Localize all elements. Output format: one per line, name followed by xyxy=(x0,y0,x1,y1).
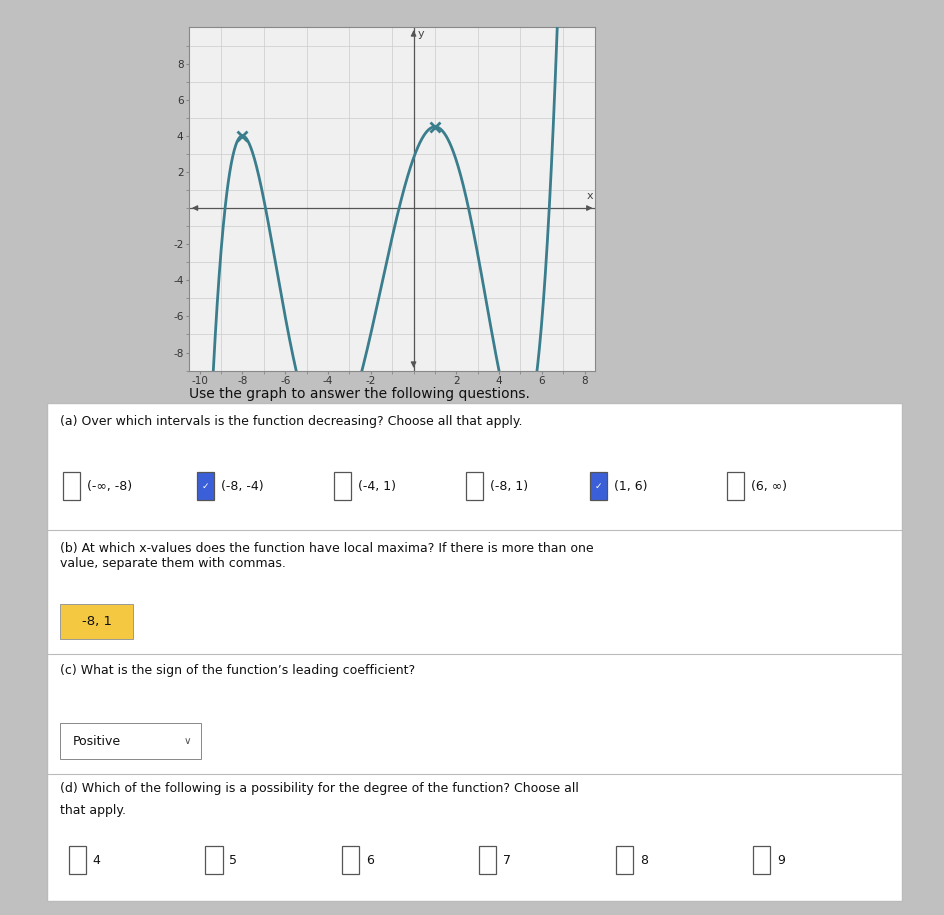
Text: 6: 6 xyxy=(366,854,374,867)
Text: that apply.: that apply. xyxy=(60,804,126,817)
FancyBboxPatch shape xyxy=(60,604,132,640)
Bar xyxy=(752,846,769,874)
Text: (6, ∞): (6, ∞) xyxy=(750,479,786,492)
Text: 5: 5 xyxy=(229,854,237,867)
Text: (b) At which x-values does the function have local maxima? If there is more than: (b) At which x-values does the function … xyxy=(60,543,593,570)
Bar xyxy=(465,472,483,500)
Bar xyxy=(615,846,632,874)
Text: (-4, 1): (-4, 1) xyxy=(358,479,396,492)
Text: x: x xyxy=(586,191,593,200)
FancyBboxPatch shape xyxy=(60,723,201,759)
Text: (1, 6): (1, 6) xyxy=(614,479,647,492)
Bar xyxy=(62,472,79,500)
Text: ✓: ✓ xyxy=(595,481,602,490)
Text: (c) What is the sign of the function’s leading coefficient?: (c) What is the sign of the function’s l… xyxy=(60,664,414,677)
Text: Positive: Positive xyxy=(73,735,121,748)
Bar xyxy=(726,472,744,500)
Text: y: y xyxy=(417,29,424,39)
Text: 4: 4 xyxy=(93,854,100,867)
Bar xyxy=(479,846,496,874)
Text: ∨: ∨ xyxy=(183,737,191,747)
Bar xyxy=(205,846,223,874)
Text: 7: 7 xyxy=(502,854,511,867)
Bar xyxy=(590,472,607,500)
Bar xyxy=(342,846,359,874)
Text: (-∞, -8): (-∞, -8) xyxy=(87,479,131,492)
Text: (a) Over which intervals is the function decreasing? Choose all that apply.: (a) Over which intervals is the function… xyxy=(60,415,522,428)
Text: -8, 1: -8, 1 xyxy=(82,615,111,628)
Text: (-8, -4): (-8, -4) xyxy=(221,479,263,492)
Text: Use the graph to answer the following questions.: Use the graph to answer the following qu… xyxy=(189,387,530,401)
Text: 8: 8 xyxy=(639,854,648,867)
Text: (-8, 1): (-8, 1) xyxy=(490,479,528,492)
FancyBboxPatch shape xyxy=(47,403,902,901)
Text: 9: 9 xyxy=(776,854,784,867)
Text: (d) Which of the following is a possibility for the degree of the function? Choo: (d) Which of the following is a possibil… xyxy=(60,781,579,794)
Text: ✓: ✓ xyxy=(201,481,209,490)
Bar xyxy=(69,846,86,874)
Bar xyxy=(196,472,213,500)
Bar xyxy=(333,472,350,500)
